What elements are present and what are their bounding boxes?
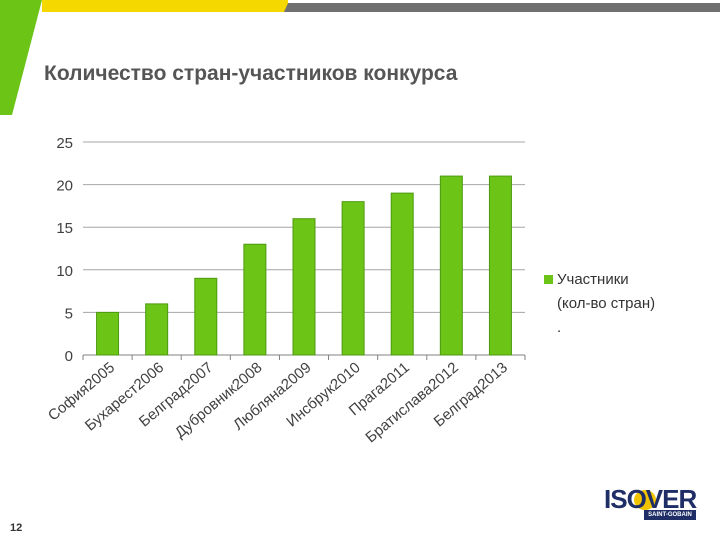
page-number: 12 (10, 522, 23, 534)
bar (488, 175, 512, 356)
logo-wordmark: ISOVER (604, 484, 697, 514)
y-tick-label: 15 (56, 220, 73, 237)
bar (145, 303, 169, 356)
legend-label-line2: (кол-во стран) (557, 295, 656, 312)
legend-swatch (544, 275, 553, 284)
y-tick-label: 20 (56, 178, 73, 195)
isover-logo: ISOVER SAINT-GOBAIN (604, 484, 697, 520)
gray-top-bar (284, 3, 720, 12)
y-tick-label: 5 (65, 305, 73, 322)
bar (439, 175, 463, 356)
slide-title: Количество стран-участников конкурса (44, 62, 458, 85)
bar (96, 311, 120, 356)
logo-saint-gobain: SAINT-GOBAIN (644, 510, 696, 520)
bar (341, 201, 365, 356)
bar (194, 277, 218, 356)
legend-label-line1: Участники (557, 271, 629, 288)
yellow-top-bar (42, 0, 288, 12)
bar (292, 218, 316, 356)
y-tick-label: 25 (56, 135, 73, 152)
y-tick-label: 0 (65, 348, 73, 365)
legend-label-line3: . (557, 319, 562, 336)
bar (390, 192, 414, 356)
x-tick-label: Дубровник2008 (172, 359, 266, 441)
bar (243, 243, 267, 356)
green-corner-shape (0, 0, 42, 115)
logo-sun-icon (634, 490, 656, 510)
y-tick-label: 10 (56, 263, 73, 280)
